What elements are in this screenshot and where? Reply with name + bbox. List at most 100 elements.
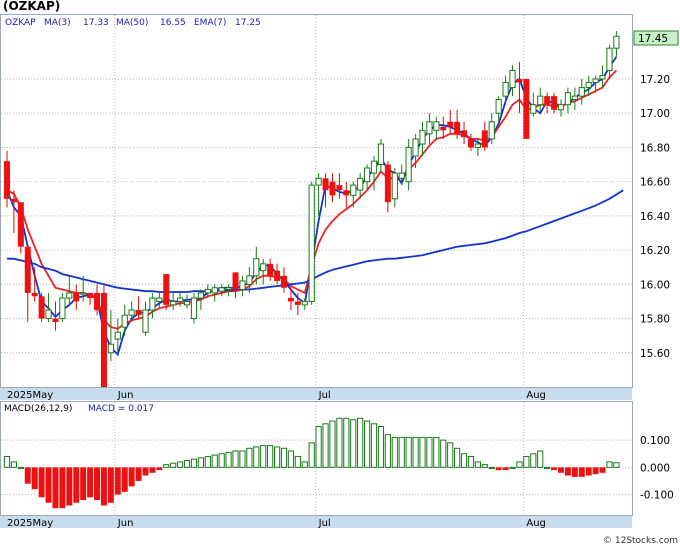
legend-ma3-label: MA(3)	[44, 18, 71, 28]
candle-body-down	[135, 310, 142, 316]
candle-body-down	[232, 272, 239, 290]
candle-body-up	[557, 104, 565, 111]
candle	[163, 274, 170, 311]
price-y-tick-label: 16.60	[640, 177, 670, 189]
candle	[412, 133, 419, 168]
macd-bar-negative	[114, 467, 121, 495]
macd-bar-positive	[170, 462, 177, 468]
macd-bar-positive	[474, 461, 481, 468]
candle	[287, 287, 294, 311]
candle-body-up	[599, 75, 606, 80]
macd-bar-negative	[502, 467, 509, 471]
candle-body-up	[225, 287, 232, 290]
macd-bar-positive	[267, 445, 274, 468]
candle	[170, 292, 177, 311]
candle	[204, 284, 211, 299]
candle	[45, 292, 52, 322]
price-panel-frame	[0, 14, 633, 388]
series-line-ma50	[7, 189, 624, 293]
candle-body-up	[364, 167, 371, 183]
candle	[357, 173, 364, 199]
macd-x-axis-band	[0, 516, 632, 528]
macd-bar-positive	[280, 447, 288, 468]
macd-x-tick-label: Aug	[526, 518, 546, 529]
macd-bar-positive	[530, 453, 537, 468]
candle	[232, 272, 239, 299]
candle-body-down	[384, 164, 391, 203]
candle	[585, 75, 592, 97]
candle	[502, 75, 509, 105]
watermark: © 12Stocks.com	[603, 536, 678, 546]
candle-body-up	[370, 160, 378, 174]
candle-body-up	[426, 121, 433, 135]
candle	[578, 79, 585, 105]
macd-y-tick-label: -0.100	[640, 490, 674, 502]
candle-body-up	[204, 288, 211, 294]
candle-body-down	[294, 301, 301, 305]
candle	[211, 284, 218, 302]
legend-symbol: OZKAP	[5, 18, 36, 28]
candle	[94, 284, 101, 316]
candle	[294, 292, 301, 316]
candle	[4, 150, 10, 208]
candle-body-up	[398, 172, 405, 179]
macd-bar-negative	[24, 467, 31, 484]
macd-bar-positive	[537, 450, 544, 468]
candle	[523, 79, 530, 139]
candle-body-down	[440, 126, 447, 131]
macd-bar-negative	[128, 467, 135, 487]
candle	[308, 181, 315, 305]
macd-bar-positive	[613, 462, 620, 468]
candle-body-up	[190, 297, 198, 320]
candle	[613, 31, 620, 57]
macd-bar-negative	[149, 467, 156, 473]
candle	[246, 267, 253, 293]
macd-bar-negative	[73, 467, 80, 503]
candle-body-up	[80, 292, 87, 295]
macd-x-tick-label: Jun	[117, 518, 134, 529]
candle-body-up	[613, 35, 620, 49]
candle-body-up	[412, 138, 419, 157]
candle	[440, 116, 447, 139]
candle-body-up	[564, 92, 572, 106]
macd-bar-positive	[509, 466, 516, 470]
candle-body-up	[218, 287, 225, 292]
candle-body-up	[495, 99, 502, 114]
candle	[177, 292, 184, 307]
candle-body-down	[274, 270, 281, 281]
candle	[329, 173, 336, 203]
candle-body-down	[329, 181, 336, 196]
candle	[190, 292, 198, 324]
price-y-axis: 15.60 15.80 16.00 16.20 16.40 16.60 16.80 17.00…	[640, 74, 670, 360]
macd-bar-positive	[287, 450, 295, 468]
candle-body-up	[391, 172, 398, 200]
candle	[433, 116, 440, 139]
candle-body-down	[516, 79, 523, 83]
macd-bar-negative	[495, 467, 502, 471]
price-x-axis: 2025May Jun Jul Aug	[7, 390, 546, 401]
macd-bar-positive	[260, 445, 267, 468]
candle-body-down	[281, 275, 287, 288]
macd-bar-negative	[66, 467, 73, 506]
candle	[370, 156, 378, 191]
candle	[495, 96, 502, 122]
candle-body-up	[502, 81, 509, 97]
macd-bar-positive	[294, 455, 301, 468]
price-y-tick-label: 17.20	[640, 74, 670, 86]
candle-body-up	[121, 314, 128, 328]
macd-x-tick-label: 2025May	[7, 518, 53, 529]
price-y-tick-label: 17.00	[640, 108, 670, 120]
candle-body-up	[114, 331, 121, 340]
ticker-title: (OZKAP)	[3, 0, 61, 13]
macd-bar-negative	[592, 467, 599, 475]
candle-body-up	[170, 300, 177, 306]
candle	[461, 121, 468, 145]
candle	[516, 61, 523, 114]
legend-ma50-label: MA(50)	[116, 18, 148, 28]
candle-body-up	[419, 129, 426, 145]
candle	[183, 294, 191, 309]
macd-bar-negative	[107, 467, 114, 503]
macd-bar-negative	[142, 467, 149, 476]
candle	[467, 133, 474, 151]
candle-body-down	[87, 292, 94, 299]
